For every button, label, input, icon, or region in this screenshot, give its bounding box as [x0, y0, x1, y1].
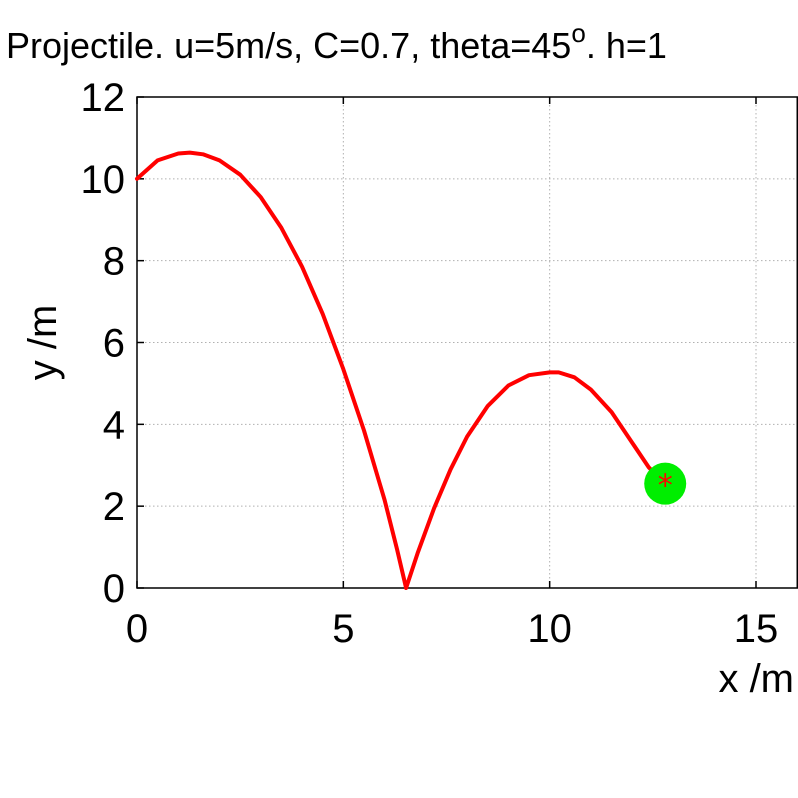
chart-title-superscript: o: [571, 18, 585, 48]
y-tick-label: 6: [103, 322, 125, 366]
tick-labels: 0 5 10 15 0 2 4 6 8 10 12: [81, 76, 779, 651]
chart-title-suffix: . h=1: [586, 25, 667, 66]
y-tick-label: 2: [103, 485, 125, 529]
y-tick-label: 0: [103, 567, 125, 611]
x-tick-label: 0: [126, 607, 148, 651]
y-tick-label: 8: [103, 240, 125, 284]
grid-lines: [137, 97, 798, 588]
y-tick-label: 12: [81, 76, 126, 120]
y-axis-label: y /m: [21, 305, 65, 381]
x-axis-label: x /m: [718, 657, 794, 701]
x-tick-label: 15: [734, 607, 779, 651]
projectile-center-marker: *: [658, 469, 673, 504]
trajectory-series: [135, 150, 668, 590]
chart-title-text: Projectile. u=5m/s, C=0.7, theta=45: [6, 25, 571, 66]
projectile-marker: *: [644, 462, 687, 505]
x-tick-label: 5: [332, 607, 354, 651]
trajectory-line: [135, 150, 668, 590]
chart-title: Projectile. u=5m/s, C=0.7, theta=45o. h=…: [6, 18, 667, 66]
x-tick-label: 10: [527, 607, 572, 651]
projectile-ball: [644, 462, 687, 505]
y-tick-label: 10: [81, 158, 126, 202]
y-tick-label: 4: [103, 403, 125, 447]
